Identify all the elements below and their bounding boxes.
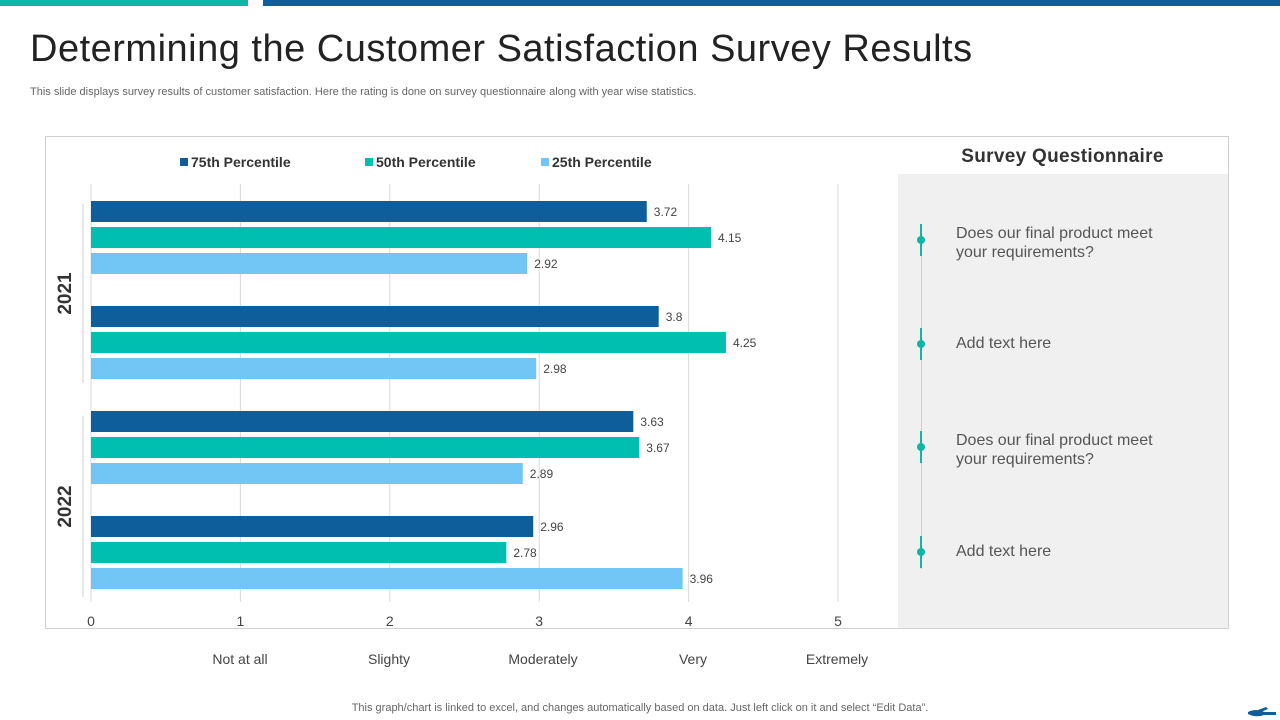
question-text: Does our final product meet your require…	[956, 432, 1153, 468]
data-label: 3.72	[654, 205, 678, 219]
bar	[91, 437, 640, 458]
page-subtitle: This slide displays survey results of cu…	[30, 86, 697, 98]
bar	[91, 542, 507, 563]
bar	[91, 411, 634, 432]
page-title: Determining the Customer Satisfaction Su…	[30, 28, 973, 70]
legend-label: 25th Percentile	[552, 154, 652, 170]
question-item[interactable]: Add text here	[912, 328, 1212, 368]
legend-swatch-icon	[180, 158, 188, 166]
x-tick-label: 2	[386, 613, 394, 629]
legend-swatch-icon	[365, 158, 373, 166]
rating-label: Extremely	[805, 651, 869, 667]
data-label: 3.96	[690, 572, 714, 586]
data-label: 3.63	[640, 415, 664, 429]
question-text: Add text here	[956, 543, 1052, 560]
question-item[interactable]: Does our final product meet your require…	[912, 224, 1212, 264]
rating-label: Moderately	[508, 651, 578, 667]
group-label: 2022	[55, 485, 76, 527]
bar	[91, 463, 523, 484]
timeline-dot-icon	[917, 340, 925, 348]
data-label: 3.8	[666, 310, 683, 324]
chart-year-groups: 2021 2022	[55, 204, 84, 597]
chart-bars: 3.72 4.15 2.92 3.8 4.25 2.98 3.63 3.67 2.89 2.962…	[91, 201, 757, 589]
data-label: 2.92	[534, 257, 558, 271]
brand-logo-icon	[1248, 707, 1276, 717]
bar	[91, 253, 528, 274]
data-label: 4.25	[733, 336, 757, 350]
bar	[91, 306, 659, 327]
questionnaire-body: Does our final product meet your require…	[898, 174, 1228, 628]
timeline-dot-icon	[917, 548, 925, 556]
legend-label: 50th Percentile	[376, 154, 476, 170]
x-tick-label: 5	[834, 613, 842, 629]
data-label: 2.98	[543, 362, 567, 376]
question-text: Add text here	[956, 335, 1052, 352]
legend-swatch-icon	[541, 158, 549, 166]
bar	[91, 227, 712, 248]
timeline-dot-icon	[917, 236, 925, 244]
data-label: 3.67	[646, 441, 670, 455]
timeline-line	[921, 224, 922, 569]
top-accent-bar-teal	[0, 0, 248, 6]
question-item[interactable]: Add text here	[912, 536, 1212, 576]
question-text: Does our final product meet your require…	[956, 225, 1153, 261]
x-tick-label: 0	[87, 613, 95, 629]
rating-label: Very	[678, 651, 708, 667]
top-accent-bar-blue	[263, 0, 1280, 6]
footnote: This graph/chart is linked to excel, and…	[351, 702, 929, 714]
x-tick-label: 4	[685, 613, 693, 629]
rating-label: Slighty	[367, 651, 411, 667]
questionnaire-title: Survey Questionnaire	[961, 146, 1164, 167]
x-tick-label: 3	[535, 613, 543, 629]
rating-label: Not at all	[212, 651, 268, 667]
data-label: 2.78	[513, 546, 537, 560]
bar	[91, 568, 683, 589]
chart-x-ticks: 0 1 2 3 4 5	[87, 613, 842, 629]
legend-label: 75th Percentile	[191, 154, 291, 170]
bar-chart[interactable]: 75th Percentile 50th Percentile 25th Perce…	[0, 0, 1280, 640]
x-tick-label: 1	[237, 613, 245, 629]
bar	[91, 332, 726, 353]
data-label: 2.96	[540, 520, 564, 534]
bar	[91, 201, 647, 222]
question-item[interactable]: Does our final product meet your require…	[912, 431, 1212, 471]
data-label: 2.89	[530, 467, 554, 481]
bar	[91, 358, 537, 379]
bar	[91, 516, 534, 537]
timeline-dot-icon	[917, 443, 925, 451]
group-label: 2021	[55, 272, 76, 315]
chart-legend: 75th Percentile 50th Percentile 25th Perce…	[180, 154, 652, 170]
questionnaire-panel: Survey Questionnaire Does our final prod…	[897, 136, 1229, 629]
data-label: 4.15	[718, 231, 742, 245]
